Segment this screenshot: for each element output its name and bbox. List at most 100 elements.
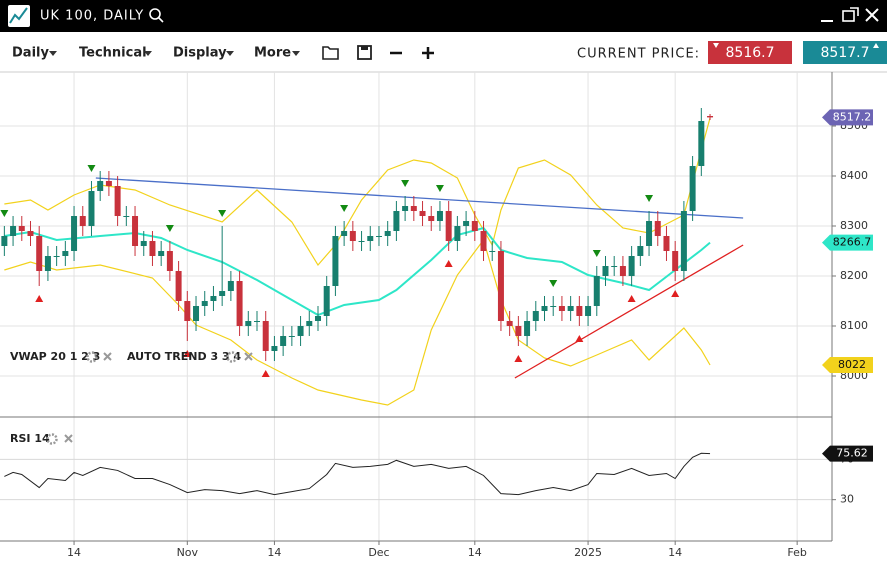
last-price-tag: 8517.2	[833, 110, 872, 123]
candle-body	[541, 306, 548, 311]
candle-body	[1, 236, 8, 246]
menu-technical[interactable]: Technical	[79, 46, 147, 61]
remove-icon[interactable]	[244, 352, 253, 361]
ask-box[interactable]	[803, 41, 887, 64]
title-bar	[0, 0, 887, 32]
candle-body	[175, 271, 182, 301]
app-icon-line	[9, 7, 28, 24]
buy-signal	[444, 260, 453, 267]
candle-body	[262, 321, 269, 351]
rsi-legend[interactable]: RSI 14	[10, 432, 50, 445]
popout-button[interactable]	[842, 10, 855, 22]
candle-body	[27, 231, 34, 236]
candle-body	[62, 251, 69, 256]
indicator-band	[4, 226, 711, 317]
candle-body	[393, 211, 400, 231]
close-button[interactable]	[865, 8, 879, 22]
y-tick-label: 8400	[840, 169, 868, 182]
candle-body	[149, 241, 156, 256]
middle-band-tag-box	[822, 234, 873, 251]
sell-signal	[87, 165, 96, 172]
zoom-in[interactable]	[422, 47, 434, 59]
settings-icon[interactable]	[86, 351, 98, 363]
search-icon[interactable]	[149, 8, 161, 20]
candle-body	[497, 251, 504, 321]
menu-more[interactable]: More	[254, 46, 291, 61]
candle-body	[402, 206, 409, 211]
current-price-label: CURRENT PRICE:	[577, 47, 700, 62]
sell-signal	[645, 195, 654, 202]
dropdown-arrow	[226, 51, 234, 56]
candle-body	[637, 246, 644, 256]
settings-icon[interactable]	[46, 433, 58, 445]
x-tick-label: 14	[668, 546, 682, 559]
candle-body	[550, 306, 557, 307]
candle-body	[314, 316, 321, 321]
axis-layer: 14 Nov 14 Dec 14 2025 14 Feb8500840083008200810…	[67, 109, 873, 559]
candle-body	[210, 296, 217, 301]
candle-body	[36, 236, 43, 271]
buy-signal	[183, 350, 192, 357]
candle-body	[654, 221, 661, 236]
x-tick-label: 14	[67, 546, 81, 559]
candle-body	[140, 241, 147, 246]
candle-body	[445, 211, 452, 241]
candle-body	[454, 226, 461, 241]
open-icon[interactable]	[322, 46, 339, 60]
candle-body	[628, 256, 635, 276]
y-tick-label: 8200	[840, 269, 868, 282]
candle-body	[10, 226, 17, 236]
candle-body	[375, 236, 382, 237]
candle-body	[506, 321, 513, 326]
menu-display[interactable]: Display	[173, 46, 227, 61]
rsi-tag-box	[822, 445, 873, 462]
remove-icon[interactable]	[103, 352, 112, 361]
candle-body	[166, 251, 173, 271]
x-tick-label: 2025	[574, 546, 602, 559]
sell-signal	[435, 185, 444, 192]
candle-body	[646, 221, 653, 246]
buy-signal	[514, 355, 523, 362]
buy-signal	[35, 295, 44, 302]
buy-signal	[575, 335, 584, 342]
indicator-band	[4, 117, 711, 267]
candle-body	[358, 241, 365, 242]
candle-body	[53, 256, 60, 257]
candle-body	[428, 216, 435, 221]
dropdown-arrow	[144, 51, 152, 56]
candle-body	[114, 186, 121, 216]
middle-band-tag: 8266.7	[833, 236, 872, 249]
candle-body	[97, 181, 104, 191]
remove-icon[interactable]	[64, 434, 73, 443]
rsi-tag: 75.62	[836, 447, 868, 460]
candle-body	[480, 231, 487, 251]
popout-arrow	[850, 7, 859, 16]
vwap-legend[interactable]: VWAP 20 1 2 3	[10, 350, 100, 363]
candle-body	[663, 236, 670, 251]
settings-icon[interactable]	[226, 351, 238, 363]
bid-box[interactable]	[708, 41, 792, 64]
candle-body	[672, 251, 679, 271]
x-tick-label: 14	[267, 546, 281, 559]
sell-signal	[549, 280, 558, 287]
candle-body	[332, 236, 339, 286]
y-tick-label: 8300	[840, 219, 868, 232]
trend-line	[514, 244, 744, 379]
candle-body	[349, 231, 356, 241]
candle-body	[341, 231, 348, 236]
candle-body	[280, 336, 287, 346]
sell-signal	[592, 250, 601, 257]
candle-body	[585, 306, 592, 316]
sell-signal	[165, 225, 174, 232]
sell-signal	[218, 210, 227, 217]
candle-body	[611, 266, 618, 267]
candle-body	[698, 121, 705, 166]
auto-trend-legend[interactable]: AUTO TREND 3 3 4	[127, 350, 241, 363]
candle-body	[463, 221, 470, 226]
candle-body	[105, 181, 112, 186]
menu-daily[interactable]: Daily	[12, 46, 49, 61]
candle-body	[576, 306, 583, 316]
rsi-line	[4, 452, 711, 496]
candle-body	[288, 336, 295, 337]
